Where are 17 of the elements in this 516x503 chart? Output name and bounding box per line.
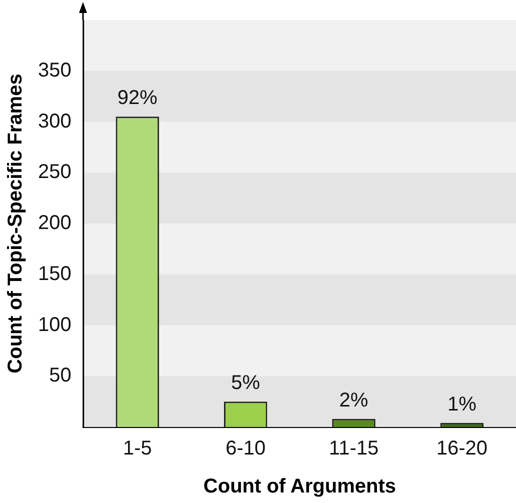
annotation: 92% xyxy=(117,87,158,110)
y-tick-label: 100 xyxy=(38,314,72,336)
y-tick-label: 300 xyxy=(38,110,72,132)
x-tick-label: 6-10 xyxy=(226,438,266,460)
annotation: 1% xyxy=(447,393,477,416)
y-tick-label: 150 xyxy=(38,262,72,285)
x-tick-label: 1-5 xyxy=(122,438,152,460)
y-tick-label: 250 xyxy=(38,161,72,184)
x-tick-label: 16-20 xyxy=(436,438,488,460)
y-tick-label: 50 xyxy=(49,364,72,387)
x-axis-title: Count of Arguments xyxy=(203,476,396,498)
y-tick-label: 350 xyxy=(38,59,72,82)
annotation: 2% xyxy=(339,389,368,412)
y-axis-title: Count of Topic-Specific Frames xyxy=(4,74,27,374)
x-tick-label: 11-15 xyxy=(328,438,379,460)
annotation: 5% xyxy=(231,372,260,394)
y-tick-label: 200 xyxy=(38,212,72,234)
